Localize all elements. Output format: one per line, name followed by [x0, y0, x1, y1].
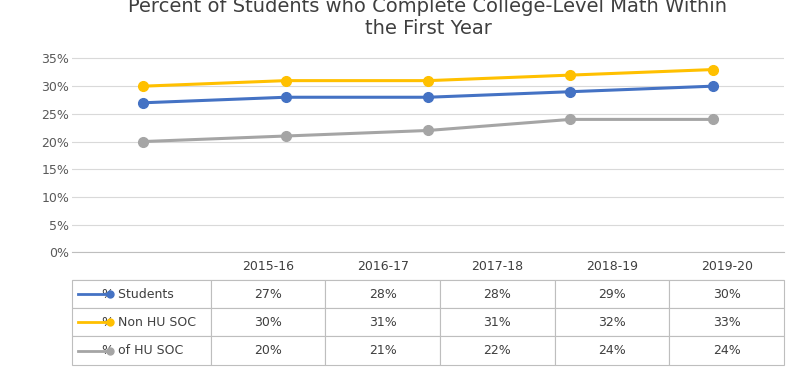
Title: Percent of Students who Complete College-Level Math Within
the First Year: Percent of Students who Complete College… — [129, 0, 727, 38]
